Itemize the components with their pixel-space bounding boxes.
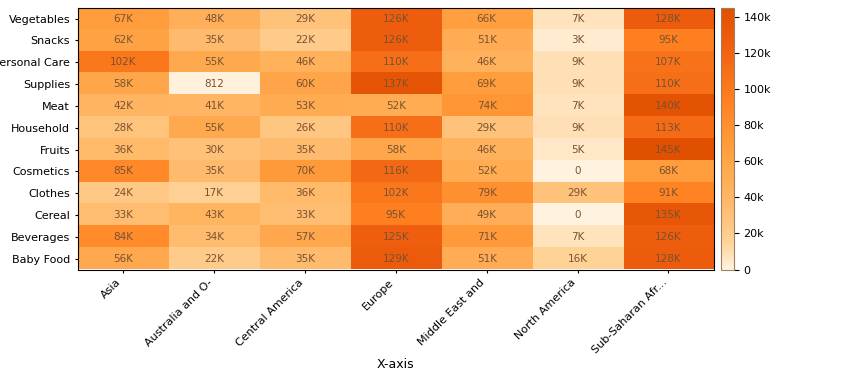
- Text: 60K: 60K: [295, 79, 314, 89]
- Text: 22K: 22K: [204, 254, 224, 264]
- Text: 3K: 3K: [571, 35, 584, 45]
- Text: 33K: 33K: [113, 210, 133, 220]
- Text: 110K: 110K: [383, 57, 409, 67]
- Text: 49K: 49K: [477, 210, 497, 220]
- Text: 71K: 71K: [477, 232, 497, 242]
- Text: 9K: 9K: [571, 57, 584, 67]
- Text: 42K: 42K: [113, 101, 133, 111]
- Text: 95K: 95K: [386, 210, 406, 220]
- Text: 69K: 69K: [477, 79, 497, 89]
- Text: 67K: 67K: [113, 13, 133, 23]
- Text: 91K: 91K: [658, 188, 678, 198]
- Text: 9K: 9K: [571, 79, 584, 89]
- Text: 58K: 58K: [113, 79, 133, 89]
- Text: 126K: 126K: [383, 13, 410, 23]
- Text: 29K: 29K: [477, 123, 497, 133]
- Text: 28K: 28K: [113, 123, 133, 133]
- Text: 129K: 129K: [383, 254, 410, 264]
- Text: 128K: 128K: [655, 13, 682, 23]
- Text: 35K: 35K: [204, 166, 224, 176]
- Text: 110K: 110K: [655, 79, 682, 89]
- Text: 24K: 24K: [113, 188, 133, 198]
- Text: 55K: 55K: [204, 57, 224, 67]
- Text: 137K: 137K: [383, 79, 410, 89]
- Text: 48K: 48K: [204, 13, 224, 23]
- Text: 812: 812: [204, 79, 224, 89]
- Text: 30K: 30K: [204, 144, 224, 154]
- Text: 66K: 66K: [477, 13, 497, 23]
- Text: 51K: 51K: [477, 35, 497, 45]
- Text: 46K: 46K: [477, 144, 497, 154]
- Text: 70K: 70K: [295, 166, 314, 176]
- Text: 26K: 26K: [295, 123, 315, 133]
- Text: 126K: 126K: [655, 232, 682, 242]
- Text: 46K: 46K: [295, 57, 315, 67]
- Text: 33K: 33K: [295, 210, 315, 220]
- Text: 41K: 41K: [204, 101, 224, 111]
- Text: 102K: 102K: [110, 57, 137, 67]
- Text: 51K: 51K: [477, 254, 497, 264]
- Text: 36K: 36K: [295, 188, 315, 198]
- X-axis label: X-axis: X-axis: [377, 358, 415, 372]
- Text: 84K: 84K: [113, 232, 133, 242]
- Text: 16K: 16K: [568, 254, 588, 264]
- Text: 116K: 116K: [383, 166, 410, 176]
- Text: 145K: 145K: [655, 144, 682, 154]
- Text: 102K: 102K: [383, 188, 409, 198]
- Text: 17K: 17K: [204, 188, 224, 198]
- Text: 29K: 29K: [568, 188, 588, 198]
- Text: 107K: 107K: [655, 57, 682, 67]
- Text: 85K: 85K: [113, 166, 133, 176]
- Text: 135K: 135K: [655, 210, 682, 220]
- Text: 35K: 35K: [295, 254, 315, 264]
- Text: 126K: 126K: [383, 35, 410, 45]
- Text: 53K: 53K: [295, 101, 315, 111]
- Text: 29K: 29K: [295, 13, 315, 23]
- Text: 7K: 7K: [571, 13, 584, 23]
- Text: 7K: 7K: [571, 232, 584, 242]
- Text: 52K: 52K: [477, 166, 497, 176]
- Text: 46K: 46K: [477, 57, 497, 67]
- Text: 22K: 22K: [295, 35, 315, 45]
- Text: 34K: 34K: [204, 232, 224, 242]
- Text: 62K: 62K: [113, 35, 133, 45]
- Text: 55K: 55K: [204, 123, 224, 133]
- Text: 125K: 125K: [383, 232, 410, 242]
- Text: 79K: 79K: [477, 188, 497, 198]
- Text: 0: 0: [575, 166, 581, 176]
- Text: 68K: 68K: [658, 166, 678, 176]
- Text: 74K: 74K: [477, 101, 497, 111]
- Text: 35K: 35K: [204, 35, 224, 45]
- Text: 113K: 113K: [655, 123, 682, 133]
- Text: 9K: 9K: [571, 123, 584, 133]
- Text: 43K: 43K: [204, 210, 224, 220]
- Text: 110K: 110K: [383, 123, 409, 133]
- Text: 56K: 56K: [113, 254, 133, 264]
- Text: 52K: 52K: [386, 101, 406, 111]
- Text: 95K: 95K: [658, 35, 678, 45]
- Text: 128K: 128K: [655, 254, 682, 264]
- Text: 0: 0: [575, 210, 581, 220]
- Text: 58K: 58K: [386, 144, 406, 154]
- Text: 5K: 5K: [571, 144, 584, 154]
- Text: 140K: 140K: [655, 101, 682, 111]
- Text: 35K: 35K: [295, 144, 315, 154]
- Text: 36K: 36K: [113, 144, 133, 154]
- Text: 7K: 7K: [571, 101, 584, 111]
- Text: 57K: 57K: [295, 232, 315, 242]
